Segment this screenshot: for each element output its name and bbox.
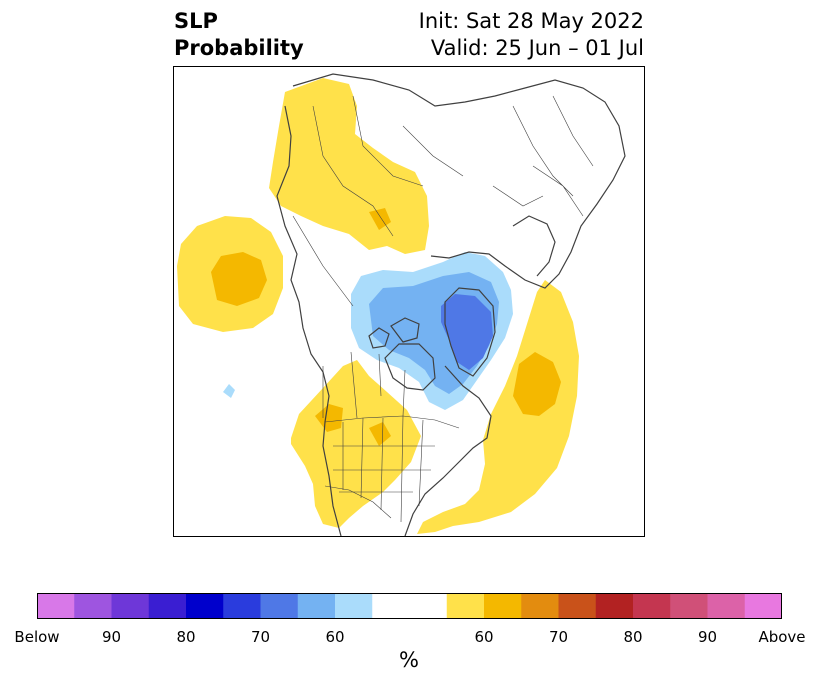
above-normal-regions: [177, 78, 579, 534]
colorbar-cell: [521, 593, 559, 619]
colorbar-tick-label: Above: [758, 628, 806, 646]
colorbar-tick-label: 70: [548, 628, 569, 646]
colorbar-cell: [111, 593, 150, 619]
colorbar-cell: [409, 593, 448, 619]
colorbar-cells: [37, 593, 782, 619]
above-region-western-us: [291, 360, 421, 528]
title-line-1: SLP: [174, 9, 218, 33]
border-europe: [492, 95, 594, 217]
map-frame: [173, 66, 645, 537]
coast-arctic-islands: [368, 317, 420, 349]
probability-map: [173, 66, 645, 537]
colorbar: [37, 593, 782, 619]
colorbar-tick-label: 60: [325, 628, 345, 646]
map-dates: Init: Sat 28 May 2022 Valid: 25 Jun – 01…: [419, 8, 644, 62]
coast-hudson-bay: [384, 343, 436, 391]
colorbar-tick-label: Below: [14, 628, 60, 646]
colorbar-tick-label: 60: [474, 628, 494, 646]
colorbar-cell: [558, 593, 597, 619]
coast-greenland: [444, 287, 496, 377]
colorbar-cell: [260, 593, 299, 619]
above-region-western-us-core-2: [369, 422, 391, 446]
colorbar-cell: [670, 593, 708, 619]
borders: [292, 95, 594, 523]
colorbar-cell: [297, 593, 336, 619]
border-canada-provinces: [292, 215, 406, 419]
colorbar-cell: [372, 593, 410, 619]
valid-range: Valid: 25 Jun – 01 Jul: [430, 36, 644, 60]
colorbar-cell: [74, 593, 112, 619]
colorbar-cell: [335, 593, 373, 619]
above-region-atlantic: [417, 280, 579, 534]
colorbar-tick-label: 70: [250, 628, 271, 646]
colorbar-cell: [223, 593, 261, 619]
colorbar-cell: [484, 593, 522, 619]
below-normal-regions: [223, 252, 513, 410]
coast-north-america-east: [404, 365, 492, 537]
above-region-atlantic-core: [513, 352, 561, 416]
colorbar-tick-label: 80: [176, 628, 196, 646]
border-us-states: [333, 415, 435, 523]
colorbar-tick-label: 90: [697, 628, 718, 646]
colorbar-cell: [595, 593, 634, 619]
colorbar-tick-label: 80: [623, 628, 643, 646]
above-region-pacific-core: [211, 252, 267, 306]
title-line-2: Probability: [174, 36, 304, 60]
colorbar-cell: [707, 593, 746, 619]
below-region-arctic-70: [441, 294, 493, 370]
colorbar-cell: [446, 593, 485, 619]
border-russia: [312, 95, 464, 237]
below-region-pacific-spot: [223, 384, 235, 398]
colorbar-cell: [744, 593, 782, 619]
map-title: SLP Probability: [174, 8, 304, 62]
coast-scandinavia: [512, 215, 556, 277]
colorbar-frame: [37, 593, 782, 619]
colorbar-cell: [37, 593, 75, 619]
coast-eurasia: [292, 73, 626, 289]
above-region-western-us-core: [315, 404, 343, 432]
coast-north-america-west: [276, 105, 342, 537]
colorbar-cell: [186, 593, 224, 619]
init-date: Init: Sat 28 May 2022: [418, 9, 644, 33]
colorbar-unit: %: [399, 648, 419, 672]
colorbar-tick-label: 90: [101, 628, 122, 646]
coastlines: [276, 73, 626, 537]
above-region-canada: [269, 78, 429, 254]
colorbar-cell: [148, 593, 187, 619]
colorbar-cell: [633, 593, 671, 619]
